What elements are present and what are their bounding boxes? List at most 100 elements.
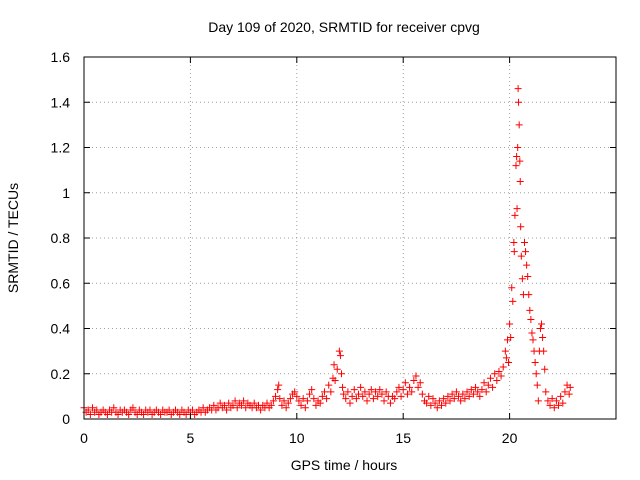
data-point (352, 395, 360, 403)
data-point (369, 395, 377, 403)
data-point (502, 354, 510, 362)
data-point (565, 390, 573, 398)
data-point (513, 153, 521, 161)
data-point (526, 306, 534, 314)
data-point (346, 399, 354, 407)
data-point (223, 406, 231, 414)
data-point (412, 372, 420, 380)
data-point (306, 390, 314, 398)
data-point (516, 157, 524, 165)
data-point (86, 410, 94, 418)
data-point (263, 399, 271, 407)
data-point (444, 392, 452, 400)
data-point (114, 410, 122, 418)
data-point (231, 397, 239, 405)
data-point (427, 401, 435, 409)
data-point (284, 399, 292, 407)
data-point (308, 386, 316, 394)
x-axis-label: GPS time / hours (291, 457, 398, 473)
data-point (461, 395, 469, 403)
data-point (433, 404, 441, 412)
data-point (350, 386, 358, 394)
data-point (382, 388, 390, 396)
data-point (372, 388, 380, 396)
data-point (501, 347, 509, 355)
data-point (303, 397, 311, 405)
x-tick-label: 20 (502, 430, 518, 446)
data-point (539, 334, 547, 342)
data-point (189, 406, 197, 414)
data-point (463, 388, 471, 396)
data-point (216, 399, 224, 407)
data-point (491, 370, 499, 378)
data-point (517, 223, 525, 231)
data-point (267, 401, 275, 409)
data-point (125, 410, 133, 418)
data-point (291, 388, 299, 396)
data-point (555, 401, 563, 409)
data-point (276, 395, 284, 403)
data-point (523, 261, 531, 269)
data-point (509, 297, 517, 305)
y-axis-label: SRMTID / TECUs (5, 183, 21, 293)
data-point (331, 377, 339, 385)
data-point (330, 361, 338, 369)
data-point (380, 397, 388, 405)
data-point (566, 383, 574, 391)
data-point (110, 404, 118, 412)
data-point (493, 377, 501, 385)
gridlines (84, 57, 616, 419)
data-point (557, 392, 565, 400)
data-points (80, 85, 574, 418)
data-point (272, 392, 280, 400)
data-point (397, 392, 405, 400)
y-tick-label: 1.4 (51, 94, 71, 110)
y-tick-label: 0.6 (51, 275, 71, 291)
x-tick-label: 0 (80, 430, 88, 446)
data-point (133, 410, 141, 418)
data-point (418, 390, 426, 398)
data-point (416, 379, 424, 387)
data-point (517, 252, 525, 260)
data-point (423, 399, 431, 407)
y-tick-label: 0 (62, 411, 70, 427)
data-point (550, 404, 558, 412)
data-point (506, 320, 514, 328)
data-point (489, 383, 497, 391)
data-point (318, 392, 326, 400)
data-point (561, 388, 569, 396)
data-point (240, 397, 248, 405)
data-point (84, 406, 92, 414)
data-point (518, 275, 526, 283)
data-point (140, 410, 148, 418)
data-point (497, 372, 505, 380)
data-point (355, 390, 363, 398)
x-tick-label: 10 (289, 430, 305, 446)
data-point (542, 388, 550, 396)
data-point (282, 404, 290, 412)
data-point (357, 383, 365, 391)
data-point (310, 395, 318, 403)
y-tick-label: 0.4 (51, 321, 71, 337)
data-point (465, 392, 473, 400)
data-point (505, 358, 513, 366)
data-point (446, 397, 454, 405)
data-point (531, 358, 539, 366)
data-point (425, 392, 433, 400)
data-point (93, 406, 101, 414)
data-point (275, 381, 283, 389)
data-point (301, 404, 309, 412)
data-point (269, 397, 277, 405)
y-tick-label: 1 (62, 185, 70, 201)
data-point (165, 406, 173, 414)
data-point (157, 410, 165, 418)
data-point (514, 144, 522, 151)
data-point (533, 381, 541, 389)
data-point (323, 395, 331, 403)
data-point (478, 386, 486, 394)
data-point (486, 374, 494, 382)
data-point (320, 388, 328, 396)
data-point (429, 395, 437, 403)
data-point (237, 401, 245, 409)
data-point (510, 239, 518, 247)
